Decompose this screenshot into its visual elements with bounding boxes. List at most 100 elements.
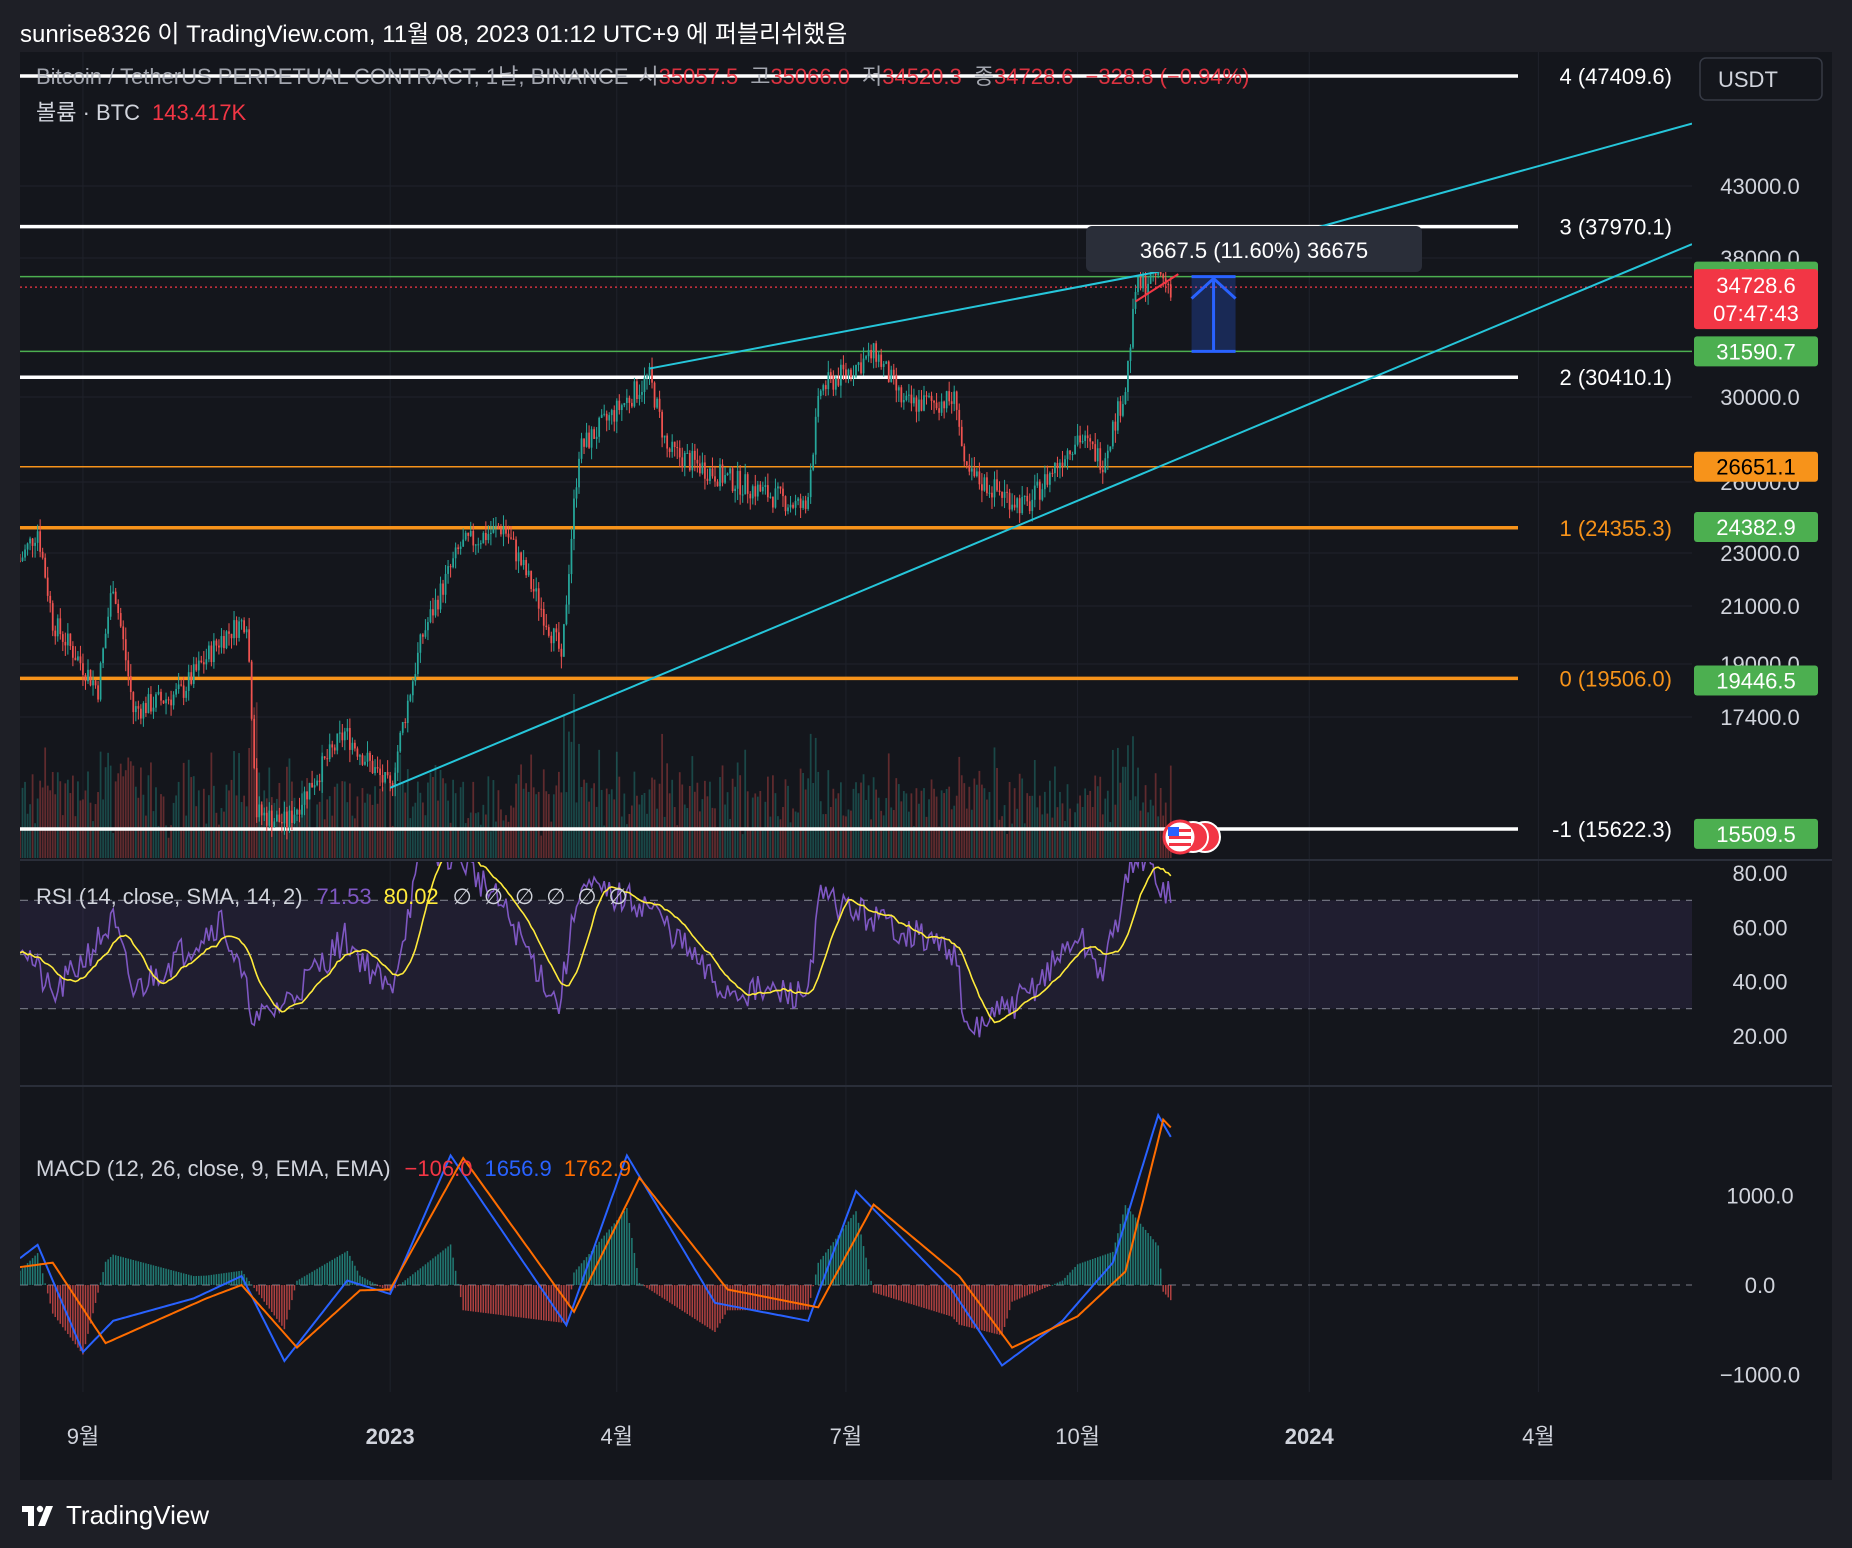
volume-bar — [195, 806, 198, 858]
candle-body — [651, 366, 653, 383]
rsi-axis-tick: 80.00 — [1732, 861, 1787, 886]
volume-bar — [847, 809, 850, 858]
candle-body — [812, 454, 815, 470]
candle-body — [155, 694, 157, 708]
candle-body — [250, 661, 253, 719]
volume-bar — [92, 821, 94, 858]
currency-button[interactable]: USDT — [1699, 57, 1823, 101]
macd-histogram-bar — [157, 1266, 160, 1285]
candle-body — [1051, 472, 1054, 474]
candle-body — [862, 358, 865, 374]
macd-histogram-bar — [437, 1254, 439, 1285]
macd-histogram-bar — [885, 1285, 887, 1297]
macd-histogram-bar — [364, 1278, 366, 1285]
candle-body — [686, 452, 689, 454]
macd-histogram-bar — [553, 1285, 555, 1322]
volume-bar — [542, 769, 545, 858]
volume-bar — [598, 749, 601, 858]
last-price-box — [1694, 269, 1818, 330]
volume-bar — [777, 816, 779, 858]
macd-histogram-bar — [930, 1285, 933, 1311]
volume-bar — [139, 767, 142, 858]
candle-body — [772, 496, 774, 508]
candle-body — [263, 812, 266, 816]
candle-body — [968, 465, 971, 472]
macd-histogram-bar — [744, 1285, 746, 1311]
candle-body — [394, 772, 397, 787]
candle-body — [792, 504, 794, 508]
macd-histogram-bar — [341, 1253, 344, 1285]
candle-body — [975, 471, 978, 477]
candle-body — [673, 441, 676, 448]
volume-bar — [711, 807, 714, 858]
trendlines[interactable] — [389, 122, 1692, 789]
macd-histogram-bar — [532, 1285, 535, 1320]
currency-label[interactable]: USDT — [1718, 67, 1778, 92]
macd-histogram-bar — [417, 1270, 419, 1285]
macd-histogram-bar — [646, 1285, 648, 1288]
candle-body — [71, 645, 74, 658]
measure-tool[interactable]: 3667.5 (11.60%) 36675 — [1086, 226, 1422, 353]
macd-histogram-bar — [1147, 1233, 1149, 1285]
macd-histogram-bar — [578, 1266, 580, 1285]
candle-body — [502, 526, 505, 535]
macd-histogram-bar — [228, 1272, 230, 1285]
macd-histogram-bar — [923, 1285, 925, 1309]
candle-body — [1086, 435, 1089, 439]
volume-bar — [243, 795, 245, 858]
volume-bar — [696, 782, 699, 858]
volume-bar — [379, 788, 381, 858]
events-flags[interactable] — [1162, 819, 1221, 855]
volume-bar — [673, 807, 676, 858]
volume-bar — [563, 714, 565, 858]
candle-body — [774, 488, 777, 508]
volume-bar — [180, 827, 183, 858]
macd-histogram-bar — [812, 1285, 814, 1287]
macd-histogram-bar — [1139, 1223, 1142, 1285]
candle-body — [49, 595, 52, 604]
volume-bar — [510, 805, 512, 858]
macd-histogram-bar — [548, 1285, 550, 1322]
macd-histogram-bar — [998, 1285, 1001, 1335]
volume-bar — [489, 831, 492, 858]
macd-histogram-bar — [79, 1285, 82, 1352]
macd-histogram-bar — [394, 1285, 396, 1289]
volume-bar — [192, 776, 195, 858]
candle-body — [568, 574, 570, 605]
macd-histogram-bar — [814, 1274, 817, 1285]
macd-histogram-bar — [376, 1285, 379, 1286]
macd-histogram-bar — [46, 1285, 49, 1294]
macd-histogram-bar — [467, 1285, 469, 1311]
macd-histogram-bar — [689, 1285, 691, 1316]
volume-bar — [557, 771, 560, 858]
footer: TradingView — [20, 1498, 209, 1532]
volume-bar — [736, 762, 739, 858]
volume-bar — [142, 794, 145, 858]
candle-body — [1094, 444, 1097, 462]
volume-bar — [623, 793, 626, 858]
volume-bar — [882, 815, 885, 858]
chart-svg[interactable]: 4 (47409.6) 3 (37970.1) 2 (30410.1) 1 (2435… — [20, 52, 1832, 1480]
macd-histogram-bar — [288, 1285, 291, 1310]
chart-area[interactable]: 4 (47409.6) 3 (37970.1) 2 (30410.1) 1 (2435… — [20, 52, 1832, 1480]
macd-histogram-bar — [278, 1285, 281, 1323]
macd-histogram-bar — [122, 1257, 124, 1285]
macd-histogram-bar — [92, 1285, 94, 1314]
volume-bar — [907, 811, 910, 858]
candle-body — [1109, 446, 1112, 451]
candle-body — [965, 461, 968, 466]
volume-bar — [1041, 814, 1044, 858]
volume-bar — [842, 815, 845, 858]
macd-histogram-bar — [273, 1285, 276, 1316]
volume-bar — [729, 818, 731, 858]
candle-body — [270, 810, 273, 828]
macd-histogram-bar — [570, 1285, 573, 1290]
macd-histogram-bar — [510, 1285, 512, 1317]
volume-bar — [401, 783, 404, 858]
volume-bar — [396, 784, 399, 858]
macd-histogram-bar — [487, 1285, 490, 1314]
candle-body — [847, 369, 850, 376]
volume-bar — [779, 819, 782, 858]
volume-bar — [923, 788, 925, 858]
candle-body — [74, 657, 77, 661]
